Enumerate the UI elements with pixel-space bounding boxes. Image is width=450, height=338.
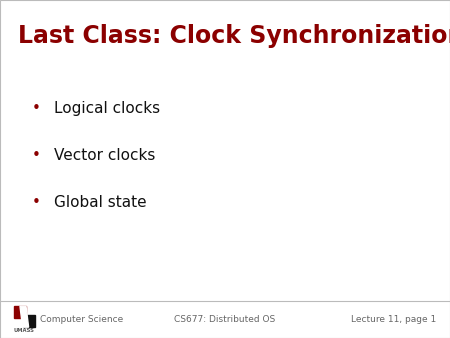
Text: Last Class: Clock Synchronization: Last Class: Clock Synchronization [18, 24, 450, 48]
Text: Global state: Global state [54, 195, 147, 210]
Text: Lecture 11, page 1: Lecture 11, page 1 [351, 315, 436, 324]
Text: •: • [32, 101, 40, 116]
Bar [22, 315, 35, 327]
Polygon shape [20, 306, 29, 327]
Text: Logical clocks: Logical clocks [54, 101, 160, 116]
Text: CS677: Distributed OS: CS677: Distributed OS [175, 315, 275, 324]
Text: •: • [32, 148, 40, 163]
Text: Computer Science: Computer Science [40, 315, 124, 324]
Text: UMASS: UMASS [14, 328, 35, 333]
Text: Vector clocks: Vector clocks [54, 148, 155, 163]
Text: •: • [32, 195, 40, 210]
Bar [14, 306, 26, 318]
